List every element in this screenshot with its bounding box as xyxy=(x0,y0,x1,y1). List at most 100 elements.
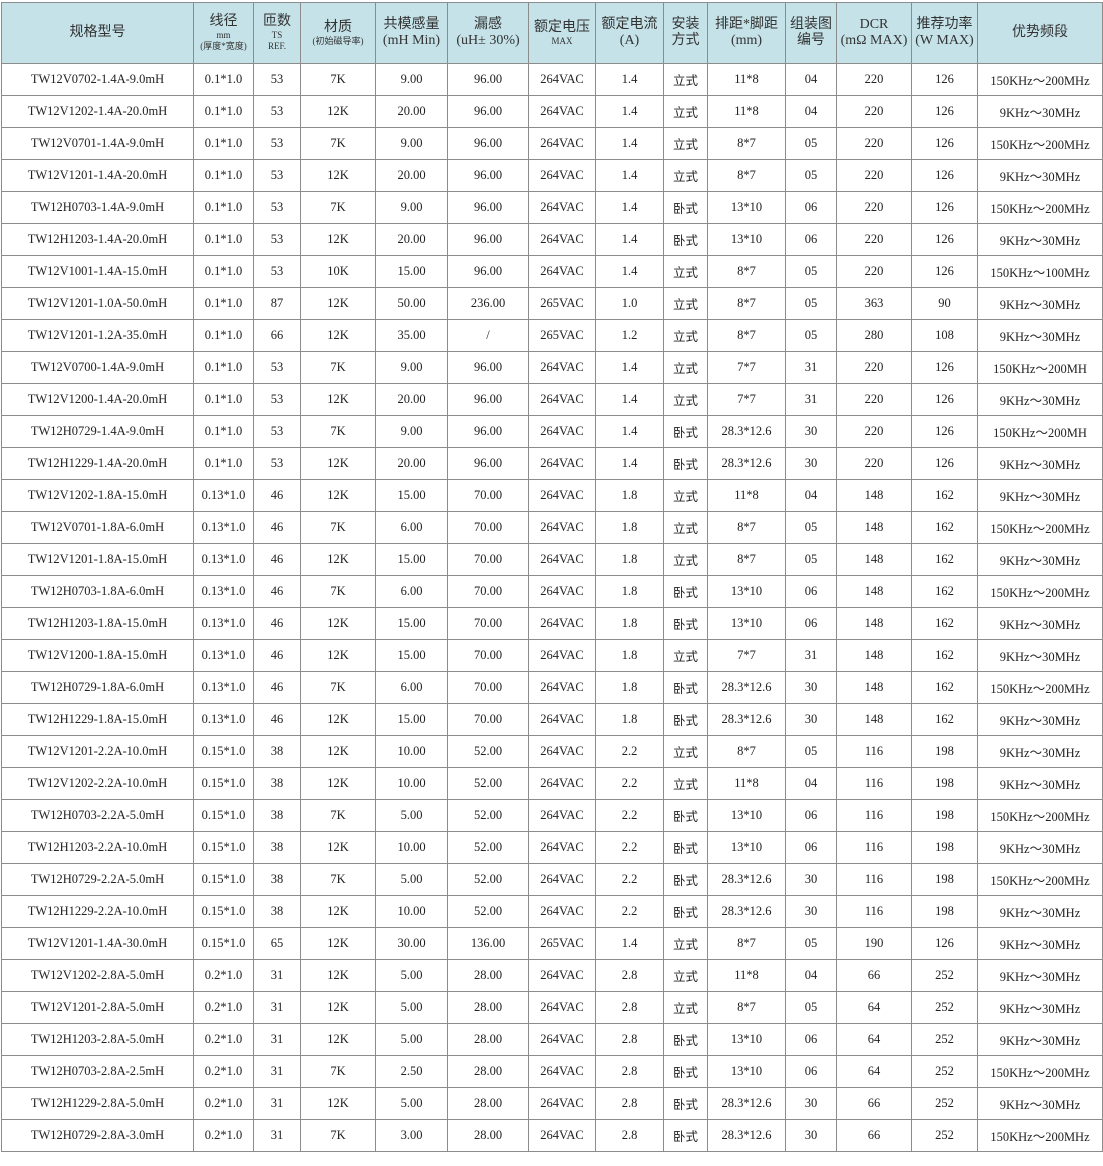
table-cell: 46 xyxy=(253,575,301,608)
table-body: TW12V0702-1.4A-9.0mH 0.1*1.0 53 7K 9.00 96.00… xyxy=(1,63,1103,1152)
table-cell: 卧式 xyxy=(663,1119,708,1152)
table-cell: 3.00 xyxy=(375,1119,448,1152)
table-cell: 0.1*1.0 xyxy=(193,319,254,352)
table-cell: 264VAC xyxy=(528,511,596,544)
table-cell: 264VAC xyxy=(528,479,596,512)
table-cell: 0.15*1.0 xyxy=(193,767,254,800)
table-cell: 2.8 xyxy=(595,1055,664,1088)
table-cell: 220 xyxy=(836,255,912,288)
table-cell: 7K xyxy=(300,127,376,160)
table-cell: 0.2*1.0 xyxy=(193,991,254,1024)
table-cell: 5.00 xyxy=(375,1087,448,1120)
table-cell: 46 xyxy=(253,511,301,544)
table-cell: 264VAC xyxy=(528,351,596,384)
column-header: 共模感量 (mH Min) xyxy=(375,2,448,64)
table-cell: 0.13*1.0 xyxy=(193,543,254,576)
table-cell: 10.00 xyxy=(375,767,448,800)
table-cell: 198 xyxy=(911,831,978,864)
table-cell: 30 xyxy=(785,447,837,480)
table-cell: 立式 xyxy=(663,735,708,768)
table-cell: 立式 xyxy=(663,255,708,288)
table-cell: 264VAC xyxy=(528,223,596,256)
table-cell: 148 xyxy=(836,703,912,736)
table-cell: 12K xyxy=(300,959,376,992)
table-cell: 9.00 xyxy=(375,63,448,96)
table-cell: 06 xyxy=(785,799,837,832)
table-cell: 2.8 xyxy=(595,959,664,992)
table-cell: 0.1*1.0 xyxy=(193,415,254,448)
header-title: 方式 xyxy=(671,33,700,48)
table-cell: 7K xyxy=(300,63,376,96)
table-cell: 148 xyxy=(836,479,912,512)
table-cell: TW12H1203-1.8A-15.0mH xyxy=(1,607,194,640)
table-cell: 2.2 xyxy=(595,735,664,768)
table-cell: 12K xyxy=(300,383,376,416)
table-cell: 126 xyxy=(911,383,978,416)
table-cell: 2.2 xyxy=(595,799,664,832)
table-cell: 1.4 xyxy=(595,63,664,96)
table-cell: 28.3*12.6 xyxy=(707,863,786,896)
table-cell: 卧式 xyxy=(663,607,708,640)
table-cell: 1.0 xyxy=(595,287,664,320)
table-cell: 06 xyxy=(785,831,837,864)
table-cell: 12K xyxy=(300,319,376,352)
table-cell: 9KHz～30MHz xyxy=(977,735,1103,768)
table-cell: 0.13*1.0 xyxy=(193,575,254,608)
table-cell: 9KHz～30MHz xyxy=(977,319,1103,352)
table-cell: 06 xyxy=(785,1023,837,1056)
table-cell: 04 xyxy=(785,959,837,992)
table-cell: 10K xyxy=(300,255,376,288)
table-cell: TW12V1201-1.8A-15.0mH xyxy=(1,543,194,576)
table-cell: 卧式 xyxy=(663,223,708,256)
table-cell: 12K xyxy=(300,447,376,480)
table-cell: 66 xyxy=(836,1119,912,1152)
table-cell: 05 xyxy=(785,159,837,192)
table-cell: 28.00 xyxy=(447,1119,529,1152)
table-row: TW12H1203-1.8A-15.0mH 0.13*1.0 46 12K 15.00 7… xyxy=(1,607,1103,640)
table-cell: 30.00 xyxy=(375,927,448,960)
table-row: TW12V1202-2.8A-5.0mH 0.2*1.0 31 12K 5.00 28.0… xyxy=(1,959,1103,992)
table-cell: TW12V1200-1.4A-20.0mH xyxy=(1,383,194,416)
table-cell: 1.4 xyxy=(595,255,664,288)
table-cell: 0.15*1.0 xyxy=(193,927,254,960)
table-cell: 15.00 xyxy=(375,543,448,576)
table-cell: 立式 xyxy=(663,383,708,416)
table-cell: TW12V1201-2.2A-10.0mH xyxy=(1,735,194,768)
table-cell: 198 xyxy=(911,767,978,800)
table-cell: 06 xyxy=(785,191,837,224)
table-cell: 立式 xyxy=(663,991,708,1024)
table-cell: 15.00 xyxy=(375,255,448,288)
table-cell: 12K xyxy=(300,735,376,768)
table-cell: 28.3*12.6 xyxy=(707,671,786,704)
table-cell: 12K xyxy=(300,927,376,960)
table-cell: 0.1*1.0 xyxy=(193,223,254,256)
table-cell: 162 xyxy=(911,543,978,576)
table-cell: 20.00 xyxy=(375,223,448,256)
table-cell: 126 xyxy=(911,927,978,960)
table-cell: 162 xyxy=(911,639,978,672)
table-cell: 立式 xyxy=(663,927,708,960)
header-note: TS xyxy=(271,30,283,40)
table-cell: 15.00 xyxy=(375,639,448,672)
table-cell: 150KHz～200MHz xyxy=(977,671,1103,704)
table-cell: 50.00 xyxy=(375,287,448,320)
table-cell: 9KHz～30MHz xyxy=(977,1087,1103,1120)
table-header: 规格型号 线径 mm (厚度*宽度) 匝数 TS REF. 材质 (初始磁导率) 共模感量 (mH … xyxy=(1,2,1103,64)
table-cell: 264VAC xyxy=(528,575,596,608)
header-title: 共模感量 xyxy=(383,17,440,32)
table-cell: 7K xyxy=(300,191,376,224)
table-cell: 96.00 xyxy=(447,447,529,480)
table-cell: 264VAC xyxy=(528,639,596,672)
table-cell: 162 xyxy=(911,511,978,544)
table-row: TW12V1201-1.2A-35.0mH 0.1*1.0 66 12K 35.00/2… xyxy=(1,319,1103,352)
header-title: 推荐功率 xyxy=(916,17,973,32)
table-cell: 20.00 xyxy=(375,383,448,416)
table-cell: 0.13*1.0 xyxy=(193,639,254,672)
table-cell: 卧式 xyxy=(663,831,708,864)
table-cell: 卧式 xyxy=(663,415,708,448)
table-cell: 148 xyxy=(836,671,912,704)
table-cell: 7K xyxy=(300,799,376,832)
table-cell: 264VAC xyxy=(528,191,596,224)
table-cell: 12K xyxy=(300,223,376,256)
table-cell: 162 xyxy=(911,479,978,512)
